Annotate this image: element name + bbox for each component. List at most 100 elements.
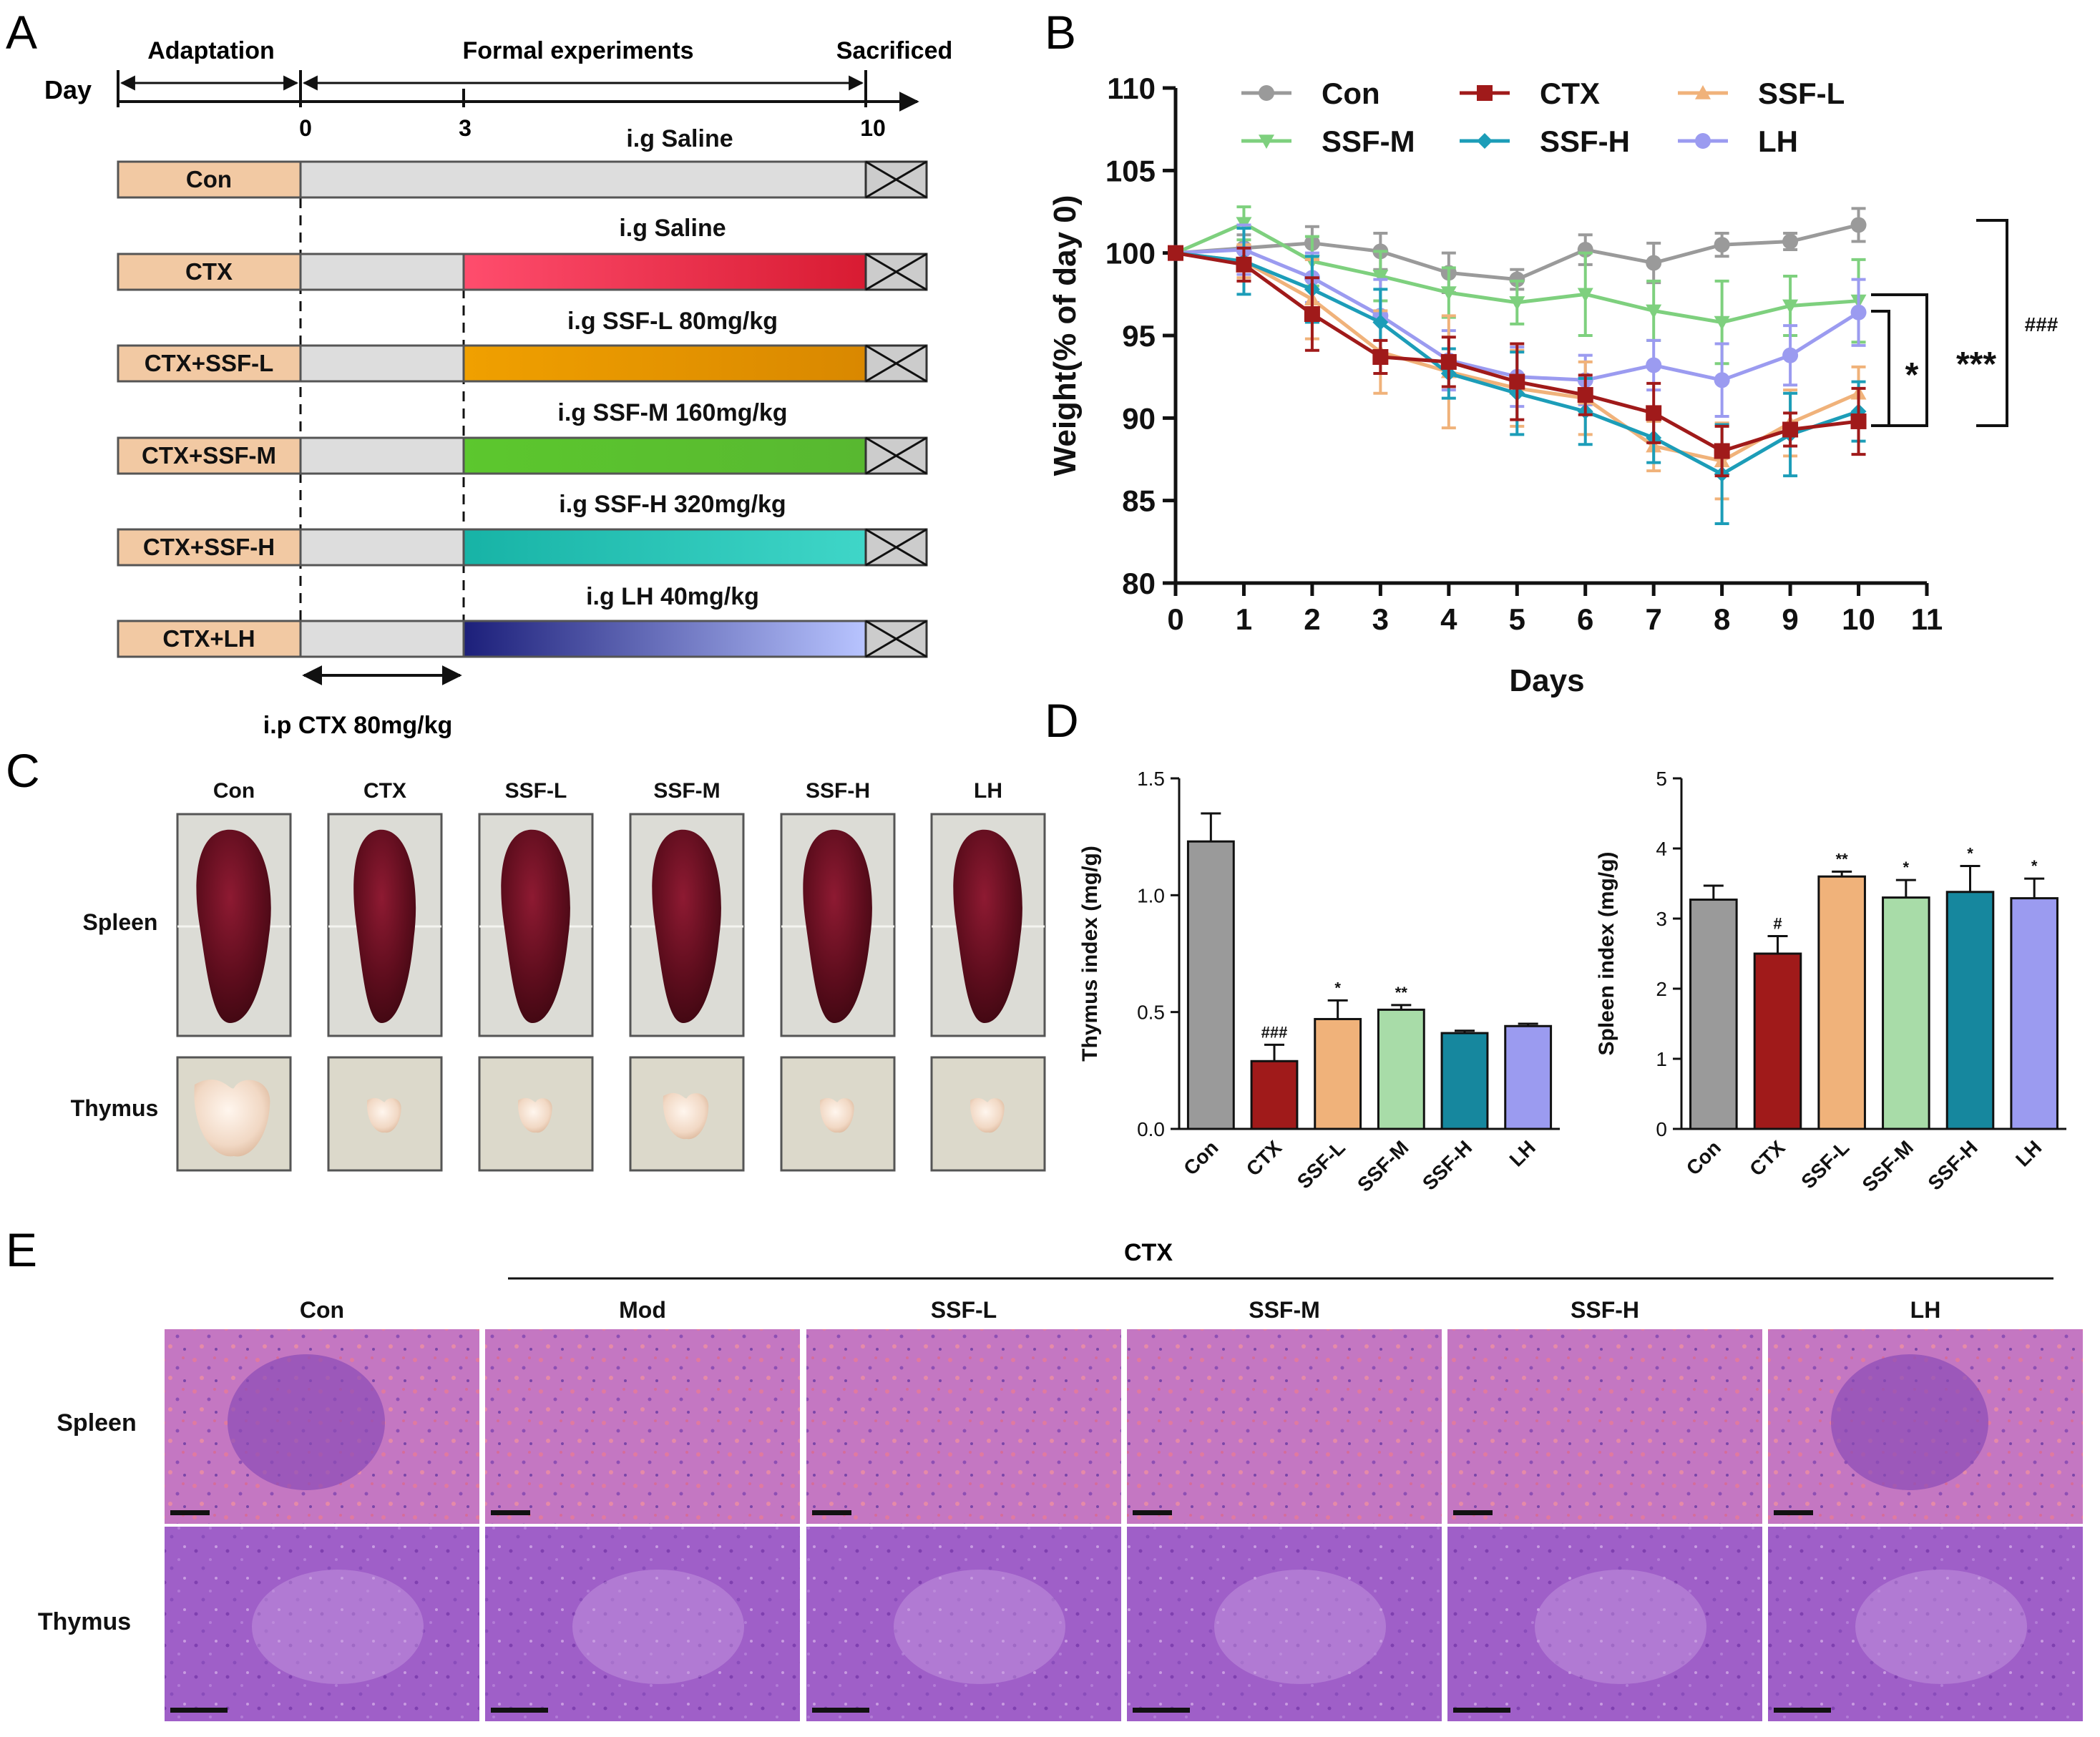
thymus-organ-0 bbox=[194, 1080, 270, 1157]
treatment-label-2: i.g SSF-L 80mg/kg bbox=[567, 308, 778, 335]
medulla-region bbox=[572, 1570, 744, 1684]
column-header-0: Con bbox=[213, 779, 255, 803]
thymus-organ-5 bbox=[970, 1097, 1005, 1133]
spleen-organ-4 bbox=[803, 829, 872, 1023]
scale-bar bbox=[1453, 1510, 1493, 1515]
data-point-ssfm bbox=[1577, 288, 1593, 303]
data-point-ctx bbox=[1168, 245, 1183, 261]
column-header-3: SSF-M bbox=[653, 779, 720, 803]
white-pulp-region bbox=[1831, 1354, 1988, 1490]
treatment-bar-3 bbox=[462, 436, 867, 475]
legend-marker-ssfh bbox=[1477, 133, 1493, 149]
x-tick-label: 0 bbox=[1167, 602, 1183, 636]
x-axis-title: Days bbox=[1509, 663, 1584, 698]
row-label-thymus: Thymus bbox=[38, 1608, 131, 1635]
scale-bar bbox=[1453, 1708, 1510, 1713]
sacrifice-cross-b-0 bbox=[865, 160, 927, 199]
treatment-bar-5 bbox=[462, 620, 867, 658]
y-axis-title: Thymus index (mg/g) bbox=[1078, 846, 1102, 1062]
spleen-histology-3 bbox=[1127, 1329, 1442, 1524]
weight-line-chart: 80 85 90 95 100 105 110 0 1 2 3 4 5 6 7 8 9 10 11 Days Weigh… bbox=[1047, 72, 2059, 698]
data-point-ctx bbox=[1509, 373, 1525, 390]
group-name-0: Con bbox=[186, 166, 232, 192]
data-point-ctx bbox=[1646, 405, 1662, 421]
y-tick-label: 0 bbox=[1656, 1118, 1667, 1140]
x-tick-label-con: Con bbox=[1682, 1136, 1725, 1179]
pre-treatment-bar-2 bbox=[299, 344, 465, 383]
bar-ctx bbox=[1753, 952, 1802, 1130]
x-tick-label: 4 bbox=[1440, 602, 1457, 636]
thymus-organ-4 bbox=[820, 1097, 854, 1133]
data-point-lh bbox=[1714, 372, 1730, 388]
spleen-organ-5 bbox=[953, 829, 1022, 1023]
phase-adaptation-label: Adaptation bbox=[147, 37, 275, 64]
spleen-histology-4 bbox=[1447, 1329, 1762, 1524]
thymus-organ-3 bbox=[663, 1092, 709, 1140]
pre-treatment-bar-3 bbox=[299, 436, 465, 475]
y-tick-label: 85 bbox=[1122, 484, 1156, 518]
legend-label-ssfl: SSF-L bbox=[1758, 77, 1845, 110]
bar-ssfm bbox=[1377, 1008, 1425, 1130]
spleen-organ-3 bbox=[652, 829, 721, 1023]
scale-bar bbox=[170, 1708, 228, 1713]
panel-d: D 0.0 0.5 1.0 1.5 Thymus index (mg/g) Con ### C… bbox=[1045, 694, 2066, 1196]
data-point-ctx bbox=[1304, 306, 1320, 323]
significance-star-3: *** bbox=[1956, 346, 1996, 383]
pre-treatment-bar-1 bbox=[299, 253, 465, 291]
group-name-4: CTX+SSF-H bbox=[143, 534, 275, 560]
y-axis-title: Spleen index (mg/g) bbox=[1595, 851, 1618, 1055]
legend-item-ctx: CTX bbox=[1460, 77, 1600, 110]
group-box-2 bbox=[117, 344, 302, 383]
x-tick-label: 3 bbox=[1372, 602, 1389, 636]
scale-bar bbox=[1133, 1708, 1190, 1713]
bracket-con bbox=[1976, 219, 2008, 427]
spleen-organ-1 bbox=[353, 829, 416, 1023]
thymus-histology-4 bbox=[1447, 1527, 1762, 1721]
y-tick-label: 1.5 bbox=[1137, 768, 1165, 790]
scale-bar bbox=[1133, 1510, 1172, 1515]
column-header-5: LH bbox=[1910, 1297, 1941, 1323]
thymus-histology-5 bbox=[1768, 1527, 2083, 1721]
data-point-con bbox=[1850, 217, 1867, 233]
group-name-2: CTX+SSF-L bbox=[145, 350, 274, 376]
x-tick-label: 8 bbox=[1714, 602, 1730, 636]
bar-con bbox=[1186, 840, 1235, 1130]
column-header-4: SSF-H bbox=[806, 779, 870, 803]
row-label-thymus: Thymus bbox=[71, 1095, 159, 1121]
saline-bar-0 bbox=[299, 160, 867, 199]
ctx-group-header: CTX bbox=[1124, 1239, 1173, 1266]
y-tick-label: 2 bbox=[1656, 978, 1667, 1000]
bar-ssfl bbox=[1314, 1017, 1362, 1130]
treatment-bar-2 bbox=[462, 344, 867, 383]
pre-treatment-bar-5 bbox=[299, 620, 465, 658]
data-point-lh bbox=[1850, 304, 1867, 321]
column-header-2: SSF-L bbox=[505, 779, 567, 803]
significance-brackets: * ***### bbox=[1871, 219, 2059, 427]
treatment-bar-4 bbox=[462, 528, 867, 567]
day-tick-10: 10 bbox=[860, 115, 886, 141]
scale-bar bbox=[491, 1510, 530, 1515]
medulla-region bbox=[1535, 1570, 1706, 1684]
column-header-3: SSF-M bbox=[1249, 1297, 1320, 1323]
data-point-lh bbox=[1646, 357, 1662, 373]
thymus-histology-2 bbox=[806, 1527, 1121, 1721]
panel-label-b: B bbox=[1045, 6, 1076, 59]
x-tick-label: 7 bbox=[1646, 602, 1662, 636]
day-label: Day bbox=[44, 75, 92, 104]
x-tick-label-ctx: CTX bbox=[1745, 1136, 1789, 1180]
y-tick-label: 105 bbox=[1105, 154, 1156, 187]
bracket-lh bbox=[1871, 310, 1890, 427]
bar-ssfl bbox=[1817, 875, 1866, 1130]
group-name-5: CTX+LH bbox=[162, 625, 255, 652]
legend-marker-ctx bbox=[1477, 85, 1493, 101]
group-box-4 bbox=[117, 528, 302, 567]
x-tick-label: 11 bbox=[1911, 602, 1943, 636]
y-tick-label: 90 bbox=[1122, 401, 1156, 435]
legend-item-con: Con bbox=[1241, 77, 1380, 110]
panel-c: C Con CTX SSF-L SSF-M SSF-H LH Spleen Thymus bbox=[6, 744, 1046, 1172]
sacrifice-cross-b-4 bbox=[865, 528, 927, 567]
bar-con bbox=[1689, 899, 1738, 1130]
spleen-histology-1 bbox=[485, 1329, 800, 1524]
panel-b: B 80 85 90 95 100 105 110 0 1 2 3 4 5 6 7 8 9 10 11 Days Wei… bbox=[1045, 6, 2059, 698]
